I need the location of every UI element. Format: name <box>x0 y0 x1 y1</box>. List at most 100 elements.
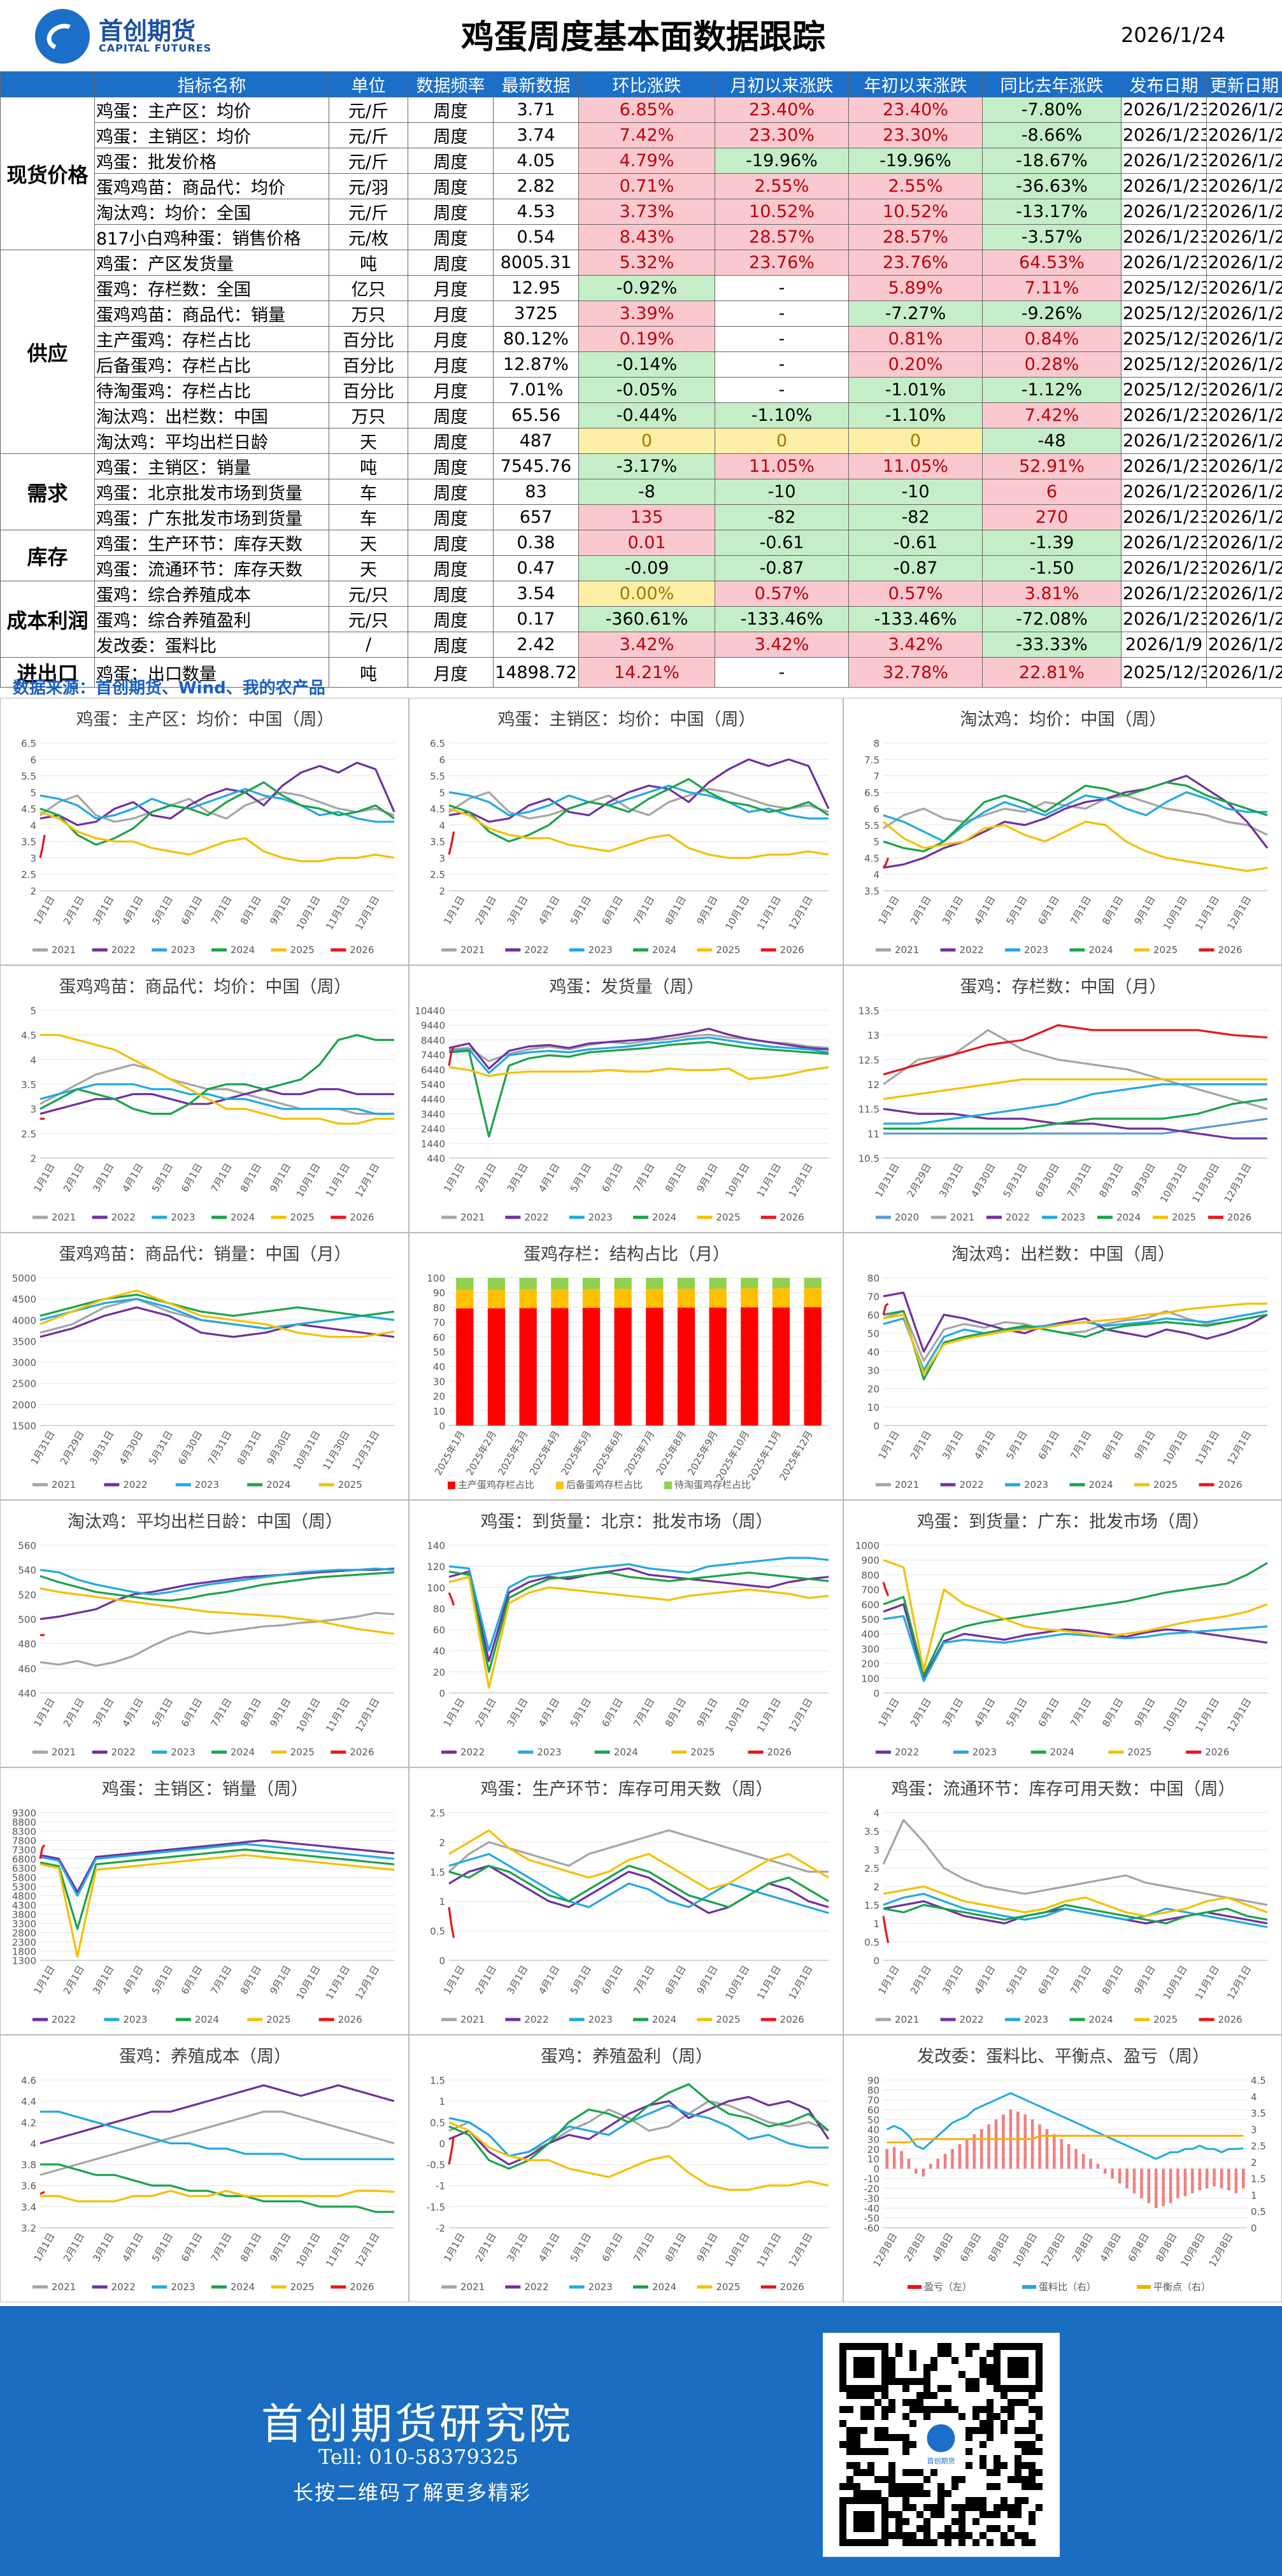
y-tick-label: 70 <box>867 2095 880 2106</box>
legend-label: 2026 <box>767 1746 792 1758</box>
table-cell: -0.09 <box>578 555 715 581</box>
x-tick-label: 9月1日 <box>267 2231 293 2264</box>
legend-label: 2021 <box>52 1746 76 1758</box>
x-tick-label: 9月1日 <box>267 1161 293 1194</box>
profit-bar <box>972 2134 976 2169</box>
y-tick-label: 440 <box>427 1153 445 1164</box>
series-line-2026 <box>448 1592 455 1606</box>
x-tick-label: 12月1日 <box>353 1161 381 1200</box>
header-col-2: 数据频率 <box>408 71 494 97</box>
y-tick-label: 7440 <box>421 1050 445 1061</box>
table-cell: 2026/1/23 <box>1121 453 1207 479</box>
x-tick-label: 8月31日 <box>235 1429 264 1467</box>
table-cell: 52.91% <box>982 453 1122 479</box>
table-cell: 蛋鸡：综合养殖成本 <box>94 581 329 607</box>
legend-label: 2024 <box>652 2281 676 2293</box>
chart-0: 鸡蛋：主产区：均价：中国（周） 2 2.5 3 3.5 4 4.5 5 5.5 6 6.5 1月1日 2… <box>0 698 409 965</box>
x-tick-label: 5月1日 <box>568 1964 594 1997</box>
x-tick-label: 7月1日 <box>1068 1964 1093 1997</box>
table-cell: -10 <box>848 479 983 505</box>
series-line-2022 <box>39 1839 395 1893</box>
qr-code-icon[interactable]: 首创期货 <box>823 2333 1060 2557</box>
table-cell: 2026/1/23 <box>1121 173 1207 199</box>
legend-label: 2023 <box>1024 944 1048 956</box>
table-cell: 2026/1/24 <box>1206 250 1282 276</box>
x-tick-label: 12月8日 <box>1039 2231 1067 2269</box>
series-line-2024 <box>448 778 829 843</box>
footer: 首创期货研究院 Tell: 010-58379325 长按二维码了解更多精彩 首… <box>0 2306 1282 2576</box>
legend-label: 2021 <box>460 1212 485 1223</box>
x-tick-label: 2月1日 <box>908 1429 934 1462</box>
x-tick-label: 7月1日 <box>631 1696 657 1729</box>
table-cell: 元/只 <box>329 581 408 607</box>
x-tick-label: 2025年12月 <box>777 1429 815 1483</box>
table-cell: - <box>715 301 849 327</box>
series-line-2026 <box>39 2191 45 2195</box>
series-line-2022 <box>883 1108 1267 1140</box>
y-tick-label: 30 <box>433 1376 445 1387</box>
legend-label: 2026 <box>1218 944 1243 956</box>
table-cell: -0.87 <box>848 555 983 581</box>
table-cell: 7.42% <box>982 402 1122 428</box>
legend-label: 2026 <box>338 2014 362 2025</box>
x-tick-label: 11月1日 <box>755 1161 783 1200</box>
table-cell: 鸡蛋：出口数量 <box>94 657 329 688</box>
table-cell: 2026/1/23 <box>1121 479 1207 505</box>
legend-label: 2020 <box>895 1212 919 1223</box>
y-tick-label: 2 <box>873 1881 880 1893</box>
legend-label: 2026 <box>350 944 374 956</box>
profit-bar <box>1234 2169 1238 2193</box>
legend-label: 2021 <box>52 944 76 956</box>
y-tick-label: 6300 <box>12 1863 36 1874</box>
y-tick-label: 1 <box>439 2096 445 2107</box>
x-tick-label: 2025年9月 <box>685 1429 720 1477</box>
profit-bar <box>951 2149 954 2169</box>
y-tick-label: 6800 <box>12 1854 36 1865</box>
y-tick-label: 0.5 <box>864 1937 880 1948</box>
x-tick-label: 2月1日 <box>473 2231 499 2264</box>
series-line-2022 <box>448 1567 829 1662</box>
x-tick-label: 9月1日 <box>694 1964 720 1997</box>
x-tick-label: 12月1日 <box>353 1964 381 2002</box>
profit-bar <box>892 2147 896 2169</box>
header-col-8: 发布日期 <box>1121 71 1207 97</box>
series-line-2023 <box>883 1615 1268 1683</box>
y-tick-label: 9440 <box>421 1020 445 1031</box>
x-tick-label: 11月1日 <box>324 1696 352 1734</box>
x-tick-label: 2025年8月 <box>654 1429 688 1477</box>
legend-label: 2022 <box>52 2014 76 2025</box>
chart-12: 鸡蛋：主销区：销量（周） 1300 1800 2300 2800 3300 3800 4300… <box>0 1767 409 2035</box>
profit-bar <box>929 2163 932 2169</box>
category-label: 成本利润 <box>0 581 95 658</box>
x-tick-label: 4月8日 <box>930 2231 955 2264</box>
x-tick-label: 8月1日 <box>1100 1964 1125 1997</box>
x-tick-label: 4月1日 <box>536 1161 562 1194</box>
table-cell: 64.53% <box>982 250 1122 276</box>
table-cell: -0.05% <box>578 377 715 403</box>
x-tick-label: 4月1日 <box>120 894 145 927</box>
chart-title: 鸡蛋：发货量（周） <box>550 977 704 997</box>
bar-segment <box>677 1307 695 1426</box>
legend-label: 2025 <box>338 1479 362 1490</box>
table-cell: 2026/1/23 <box>1121 402 1207 428</box>
table-cell: 2026/1/24 <box>1206 555 1282 581</box>
bar-segment <box>582 1308 601 1426</box>
bar-segment <box>487 1308 506 1426</box>
chart-14: 鸡蛋：流通环节：库存可用天数：中国（周） 0 0.5 1 1.5 2 2.5 3 3.5 4 1月1… <box>843 1767 1282 2035</box>
y-tick-label: 13 <box>867 1030 880 1042</box>
x-tick-label: 2025年7月 <box>622 1429 657 1477</box>
x-tick-label: 2025年5月 <box>559 1429 594 1477</box>
legend-label: 2023 <box>588 1212 613 1223</box>
series-line-2022 <box>883 1603 1268 1680</box>
chart-10: 鸡蛋：到货量：北京：批发市场（周） 0 20 40 60 80 100 120 140 1月1日 2… <box>409 1500 843 1767</box>
y-tick-label: 60 <box>867 1310 880 1321</box>
x-tick-label: 3月1日 <box>504 894 530 927</box>
y-tick-label: 4 <box>30 2138 36 2149</box>
profit-bar <box>1242 2169 1245 2189</box>
table-cell: 2026/1/23 <box>1121 250 1207 276</box>
y-tick-label: 0 <box>439 1420 445 1432</box>
legend-label: 2026 <box>1205 1746 1229 1758</box>
y-tick-label: 6.5 <box>864 787 880 798</box>
x-tick-label: 11月1日 <box>755 1964 783 2002</box>
legend-label: 2026 <box>1218 2014 1243 2025</box>
